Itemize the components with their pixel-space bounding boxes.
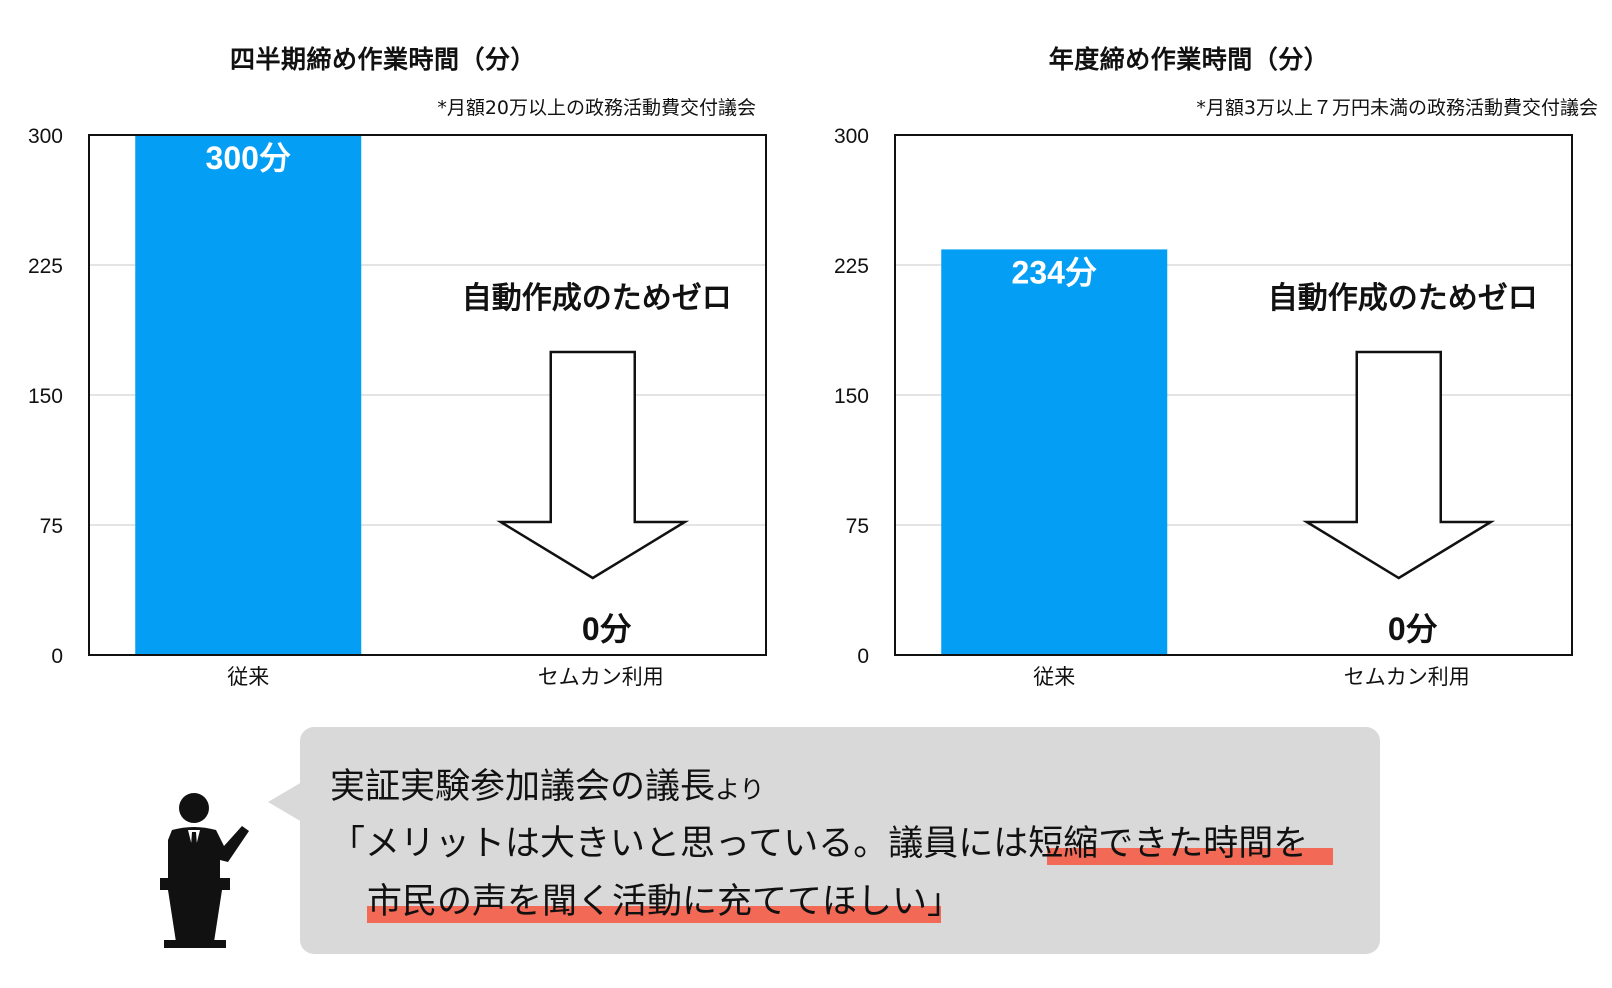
annotation-label: 自動作成のためゼロ xyxy=(462,282,732,315)
y-tick-label: 150 xyxy=(834,385,869,408)
x-category-label: セムカン利用 xyxy=(1344,666,1470,689)
quote-text: 」 xyxy=(927,882,963,922)
plot-frame xyxy=(894,134,1573,656)
bar xyxy=(135,135,362,655)
x-category-label: セムカン利用 xyxy=(538,666,664,689)
y-tick-label: 300 xyxy=(834,125,869,148)
bar-value-label: 0分 xyxy=(582,611,632,647)
plot-frame xyxy=(88,134,767,656)
quote-line: 「メリットは大きいと思っている。議員には短縮できた時間を xyxy=(330,822,1308,866)
x-category-label: 従来 xyxy=(227,666,269,689)
y-tick-label: 75 xyxy=(40,515,63,538)
bar-value-label: 300分 xyxy=(206,140,291,176)
highlight-underline xyxy=(1047,848,1333,865)
down-arrow-icon xyxy=(496,350,690,580)
chart-annual: 年度締め作業時間（分） *月額3万以上７万円未満の政務活動費交付議会 0 75 15… xyxy=(806,0,1612,700)
speech-bubble-tail xyxy=(268,782,302,822)
quote-speaker: 実証実験参加議会の議長より xyxy=(330,765,765,812)
speaker-at-podium-icon xyxy=(160,793,249,948)
bar-value-label: 0分 xyxy=(1388,611,1438,647)
y-tick-label: 0 xyxy=(857,645,869,668)
x-category-label: 従来 xyxy=(1033,666,1075,689)
y-tick-label: 225 xyxy=(834,255,869,278)
down-arrow-icon xyxy=(1302,350,1496,580)
y-tick-label: 300 xyxy=(28,125,63,148)
chart-note: *月額3万以上７万円未満の政務活動費交付議会 xyxy=(1196,97,1598,119)
y-tick-label: 75 xyxy=(846,515,869,538)
bar-value-label: 234分 xyxy=(1012,254,1097,290)
chart-quarterly: 四半期締め作業時間（分） *月額20万以上の政務活動費交付議会 0 75 150 22… xyxy=(0,0,806,700)
highlight-underline xyxy=(367,906,941,923)
quote-speaker-suffix: より xyxy=(715,775,765,804)
chart-note: *月額20万以上の政務活動費交付議会 xyxy=(437,97,756,119)
annotation-label: 自動作成のためゼロ xyxy=(1268,282,1538,315)
quote-text: 「メリットは大きいと思っている。議員には xyxy=(330,824,1029,864)
bar xyxy=(941,249,1168,655)
chart-title: 四半期締め作業時間（分） xyxy=(229,45,536,74)
quote-highlight-text: 市民の声を聞く活動に充ててほしい xyxy=(367,882,928,922)
quote-speaker-title: 実証実験参加議会の議長 xyxy=(330,767,716,807)
y-tick-label: 0 xyxy=(51,645,63,668)
quote-line: 市民の声を聞く活動に充ててほしい」 xyxy=(367,880,962,924)
y-tick-label: 225 xyxy=(28,255,63,278)
y-tick-label: 150 xyxy=(28,385,63,408)
chart-title: 年度締め作業時間（分） xyxy=(1048,45,1330,74)
quote-highlight-text: 短縮できた時間を xyxy=(1028,824,1309,864)
